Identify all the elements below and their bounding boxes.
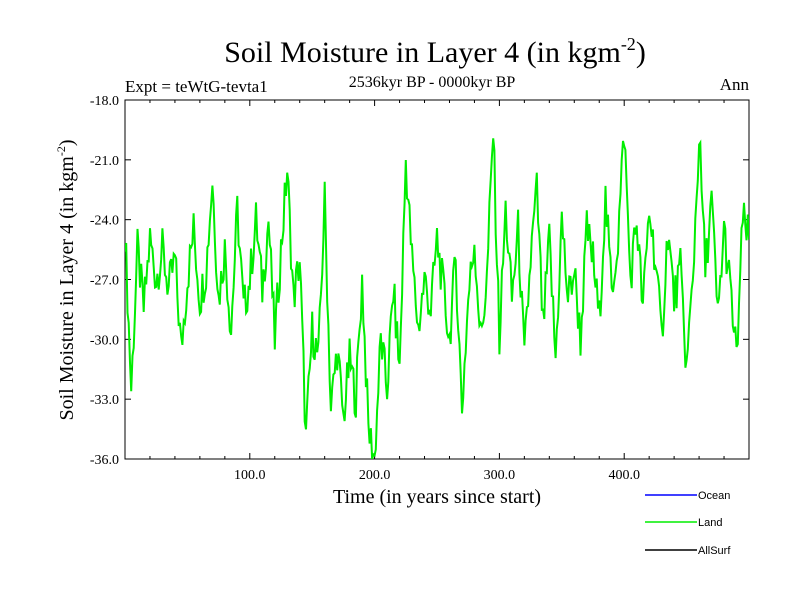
y-axis-label-superscript: -2: [54, 146, 68, 156]
x-axis: 100.0 200.0 300.0 400.0: [149, 100, 725, 483]
y-axis: -18.0 -21.0 -24.0 -27.0 -30.0 -33.0 -36.0: [90, 94, 749, 468]
legend: Ocean Land AllSurf: [645, 490, 731, 557]
y-tick-label: -18.0: [90, 94, 119, 109]
y-tick-label: -36.0: [90, 453, 119, 468]
experiment-label: Expt = teWtG-tevta1: [125, 77, 268, 96]
x-tick-label: 200.0: [359, 468, 391, 483]
x-tick-label: 400.0: [608, 468, 640, 483]
plot-frame: [124, 99, 750, 460]
x-tick-label: 300.0: [484, 468, 516, 483]
y-tick-label: -27.0: [90, 274, 119, 289]
season-label: Ann: [720, 75, 750, 94]
chart-title-superscript: -2: [621, 34, 636, 54]
time-range-label: 2536kyr BP - 0000kyr BP: [349, 74, 516, 91]
chart-title: Soil Moisture in Layer 4 (in kgm-2): [224, 34, 646, 69]
y-tick-label: -30.0: [90, 333, 119, 348]
legend-label-land: Land: [698, 517, 722, 529]
y-tick-label: -24.0: [90, 214, 119, 229]
x-tick-label: 100.0: [234, 468, 266, 483]
y-tick-label: -21.0: [90, 154, 119, 169]
x-axis-label: Time (in years since start): [333, 486, 541, 508]
series-line-land: [125, 138, 749, 459]
y-axis-label: Soil Moisture in Layer 4 (in kgm-2): [54, 139, 78, 420]
legend-label-ocean: Ocean: [698, 490, 730, 502]
y-tick-label: -33.0: [90, 393, 119, 408]
legend-label-allsurf: AllSurf: [698, 545, 731, 557]
